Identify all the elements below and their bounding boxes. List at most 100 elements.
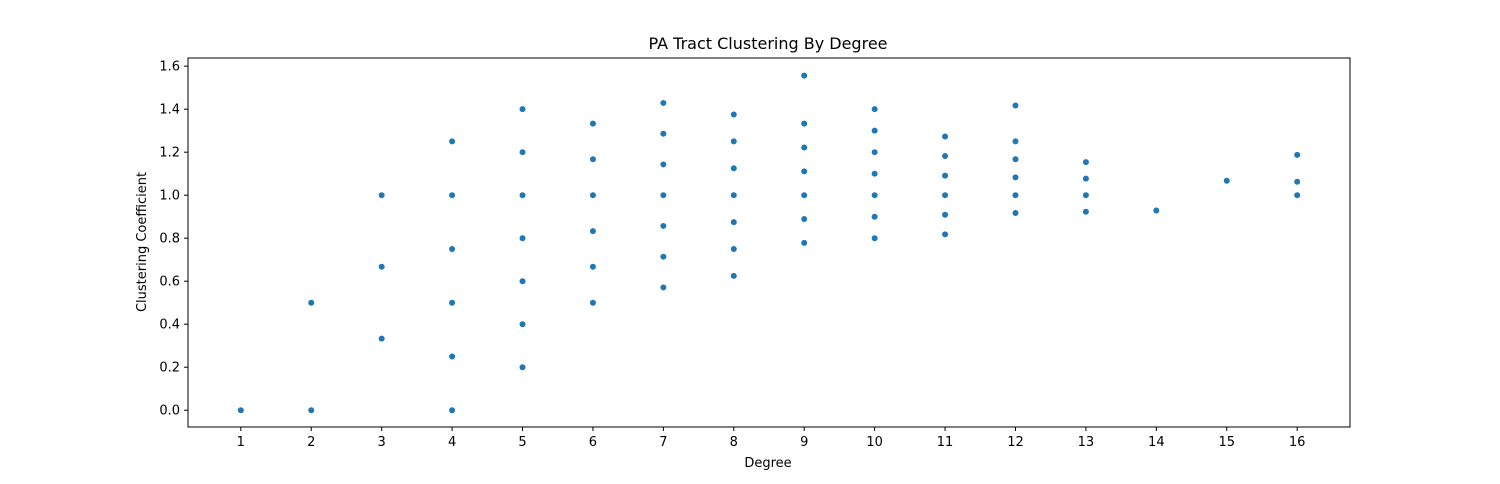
- data-point: [871, 192, 878, 199]
- data-point: [871, 235, 878, 242]
- data-point: [237, 407, 244, 414]
- data-point: [378, 263, 385, 270]
- data-point: [660, 222, 667, 229]
- y-tick-label: 0.6: [159, 275, 180, 290]
- data-point: [1082, 175, 1089, 182]
- data-point: [1012, 174, 1019, 181]
- data-point: [871, 106, 878, 113]
- y-tick-label: 1.2: [159, 146, 180, 161]
- data-point: [660, 253, 667, 260]
- data-point: [730, 272, 737, 279]
- data-point: [589, 228, 596, 235]
- data-point: [730, 192, 737, 199]
- data-point: [519, 278, 526, 285]
- y-tick-label: 0.4: [159, 318, 180, 333]
- data-point: [378, 335, 385, 342]
- data-point: [519, 235, 526, 242]
- data-point: [449, 192, 456, 199]
- data-point: [1012, 210, 1019, 217]
- data-point: [1082, 208, 1089, 215]
- data-point: [942, 192, 949, 199]
- x-tick-label: 14: [1148, 435, 1165, 450]
- x-tick-label: 12: [1007, 435, 1024, 450]
- data-point: [1082, 192, 1089, 199]
- data-point: [589, 192, 596, 199]
- data-point: [942, 172, 949, 179]
- data-point: [449, 138, 456, 145]
- data-point: [1294, 192, 1301, 199]
- data-point: [378, 192, 385, 199]
- data-point: [1012, 192, 1019, 199]
- y-tick-label: 0.2: [159, 361, 180, 376]
- data-point: [730, 111, 737, 118]
- data-point: [1012, 138, 1019, 145]
- y-tick-label: 0.0: [159, 404, 180, 419]
- points-layer: [237, 72, 1301, 414]
- x-tick-label: 15: [1218, 435, 1235, 450]
- data-point: [730, 219, 737, 226]
- data-point: [942, 133, 949, 140]
- data-point: [519, 106, 526, 113]
- data-point: [1153, 207, 1160, 214]
- data-point: [660, 99, 667, 106]
- data-point: [801, 72, 808, 79]
- data-point: [1223, 177, 1230, 184]
- x-tick-label: 8: [730, 435, 738, 450]
- x-tick-label: 4: [448, 435, 456, 450]
- data-point: [589, 299, 596, 306]
- x-tick-label: 3: [378, 435, 386, 450]
- x-tick-label: 7: [659, 435, 667, 450]
- ticks-layer: 1 2 3 4 5 6 7 8 9 10 11 12 13 14 15 160.00.20.40.60.81.…: [159, 60, 1305, 450]
- data-point: [1294, 151, 1301, 158]
- chart-title: PA Tract Clustering By Degree: [649, 34, 888, 53]
- data-point: [871, 149, 878, 156]
- data-point: [871, 213, 878, 220]
- data-point: [660, 284, 667, 291]
- data-point: [1012, 102, 1019, 109]
- data-point: [589, 120, 596, 127]
- data-point: [801, 239, 808, 246]
- data-point: [1082, 159, 1089, 166]
- data-point: [308, 299, 315, 306]
- data-point: [660, 130, 667, 137]
- y-tick-label: 1.4: [159, 103, 180, 118]
- data-point: [660, 192, 667, 199]
- x-tick-label: 6: [589, 435, 597, 450]
- data-point: [1012, 156, 1019, 163]
- data-point: [449, 353, 456, 360]
- data-point: [308, 407, 315, 414]
- data-point: [519, 364, 526, 371]
- x-tick-label: 2: [307, 435, 315, 450]
- x-tick-label: 9: [800, 435, 808, 450]
- data-point: [449, 245, 456, 252]
- y-tick-label: 1.0: [159, 189, 180, 204]
- data-point: [942, 231, 949, 238]
- x-tick-label: 10: [866, 435, 883, 450]
- y-tick-label: 0.8: [159, 232, 180, 247]
- data-point: [519, 149, 526, 156]
- plot-frame: [187, 57, 1351, 428]
- data-point: [730, 138, 737, 145]
- data-point: [589, 263, 596, 270]
- data-point: [871, 170, 878, 177]
- x-tick-label: 16: [1289, 435, 1306, 450]
- data-point: [519, 192, 526, 199]
- data-point: [942, 211, 949, 218]
- data-point: [801, 168, 808, 175]
- data-point: [942, 153, 949, 160]
- data-point: [519, 321, 526, 328]
- data-point: [801, 216, 808, 223]
- y-tick-label: 1.6: [159, 60, 180, 75]
- x-tick-label: 1: [237, 435, 245, 450]
- data-point: [801, 192, 808, 199]
- data-point: [660, 161, 667, 168]
- data-point: [449, 299, 456, 306]
- x-axis-label: Degree: [744, 456, 791, 471]
- data-point: [449, 407, 456, 414]
- data-point: [589, 156, 596, 163]
- data-point: [871, 127, 878, 134]
- x-tick-label: 13: [1078, 435, 1095, 450]
- y-axis-label: Clustering Coefficient: [135, 172, 150, 312]
